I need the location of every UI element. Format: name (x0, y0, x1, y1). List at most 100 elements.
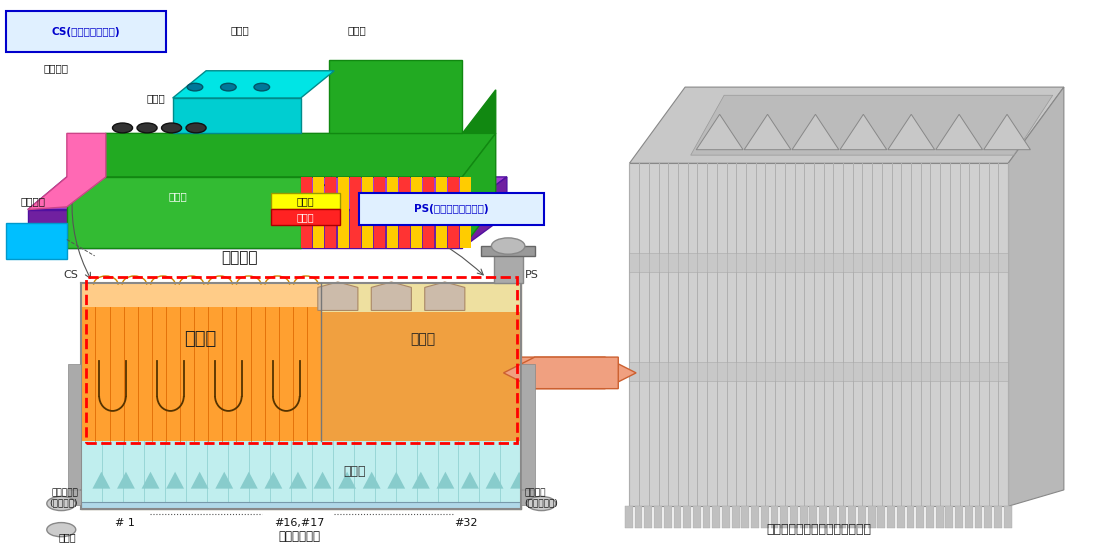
Circle shape (254, 84, 270, 91)
Text: PS(プッシャーサイド): PS(プッシャーサイド) (414, 204, 488, 214)
Bar (712, 506, 720, 528)
Polygon shape (462, 90, 496, 133)
Bar (683, 506, 691, 528)
Bar (321, 283, 521, 312)
Circle shape (47, 523, 76, 537)
Bar (829, 506, 837, 528)
Polygon shape (314, 472, 332, 489)
Bar (411, 177, 422, 248)
Circle shape (221, 84, 236, 91)
Polygon shape (696, 114, 743, 150)
Polygon shape (840, 114, 887, 150)
FancyBboxPatch shape (271, 193, 340, 209)
Polygon shape (371, 282, 411, 311)
Polygon shape (486, 472, 504, 489)
Text: #32: #32 (455, 518, 478, 527)
Polygon shape (388, 472, 405, 489)
Bar (732, 506, 740, 528)
Bar (693, 506, 701, 528)
Text: 炭化室: 炭化室 (410, 333, 434, 346)
Text: 上昇管: 上昇管 (147, 93, 165, 103)
Bar (965, 506, 973, 528)
Bar (81, 283, 321, 307)
Text: PS: PS (525, 270, 538, 280)
Bar (86, 276, 517, 443)
Bar (955, 506, 962, 528)
Circle shape (113, 123, 133, 133)
Bar (81, 283, 321, 441)
Text: #16,#17: #16,#17 (274, 518, 324, 527)
Bar (917, 506, 925, 528)
Bar (674, 506, 682, 528)
Polygon shape (289, 472, 306, 489)
Bar (68, 364, 81, 489)
Bar (350, 177, 361, 248)
Polygon shape (363, 472, 381, 489)
Circle shape (47, 496, 76, 511)
Bar (975, 506, 983, 528)
Circle shape (162, 123, 182, 133)
Text: 蓄熱室: 蓄熱室 (169, 191, 187, 201)
Bar (887, 506, 895, 528)
Bar (68, 490, 81, 505)
Bar (399, 177, 410, 248)
Polygon shape (984, 114, 1030, 150)
Polygon shape (888, 114, 935, 150)
Bar (374, 177, 385, 248)
Text: 燃焼室: 燃焼室 (184, 330, 216, 348)
Bar (878, 506, 886, 528)
Polygon shape (339, 472, 356, 489)
Bar (481, 246, 535, 256)
Text: フリュー: フリュー (222, 251, 257, 266)
Text: CS(コークスサイド): CS(コークスサイド) (51, 27, 120, 37)
FancyArrow shape (521, 357, 636, 389)
Polygon shape (28, 133, 106, 210)
Text: フリュー番号: フリュー番号 (278, 530, 320, 543)
Bar (521, 490, 535, 505)
Bar (629, 253, 1008, 272)
Circle shape (187, 84, 203, 91)
Bar (625, 506, 633, 528)
Bar (907, 506, 915, 528)
Bar (436, 177, 447, 248)
Polygon shape (141, 472, 159, 489)
Text: # 1: # 1 (116, 518, 135, 527)
Bar (780, 506, 788, 528)
Polygon shape (412, 472, 430, 489)
Bar (635, 506, 643, 528)
Bar (460, 177, 471, 248)
Text: インレット
(自然吸気): インレット (自然吸気) (49, 488, 78, 508)
Text: 蓄熱室: 蓄熱室 (343, 465, 365, 478)
Circle shape (527, 496, 556, 511)
Bar (703, 506, 711, 528)
Bar (761, 506, 769, 528)
Polygon shape (67, 133, 496, 177)
Polygon shape (424, 282, 465, 311)
Bar (448, 177, 459, 248)
Text: 装炭車: 装炭車 (231, 25, 248, 35)
Bar (313, 177, 324, 248)
Bar (1004, 506, 1012, 528)
Polygon shape (629, 163, 1008, 506)
Bar (936, 506, 944, 528)
Polygon shape (264, 472, 282, 489)
Polygon shape (6, 223, 67, 259)
Bar (329, 60, 462, 133)
Bar (819, 506, 827, 528)
FancyBboxPatch shape (6, 11, 166, 52)
Polygon shape (1008, 87, 1064, 506)
Bar (751, 506, 759, 528)
Bar (338, 177, 349, 248)
Bar (810, 506, 818, 528)
Bar (644, 506, 652, 528)
Bar (81, 283, 521, 509)
Polygon shape (190, 472, 208, 489)
Bar (926, 506, 934, 528)
Polygon shape (691, 95, 1053, 155)
Polygon shape (462, 133, 496, 248)
Polygon shape (744, 114, 791, 150)
FancyBboxPatch shape (271, 209, 340, 225)
Text: 燃焼室: 燃焼室 (296, 212, 314, 222)
Polygon shape (461, 472, 479, 489)
Polygon shape (117, 472, 135, 489)
